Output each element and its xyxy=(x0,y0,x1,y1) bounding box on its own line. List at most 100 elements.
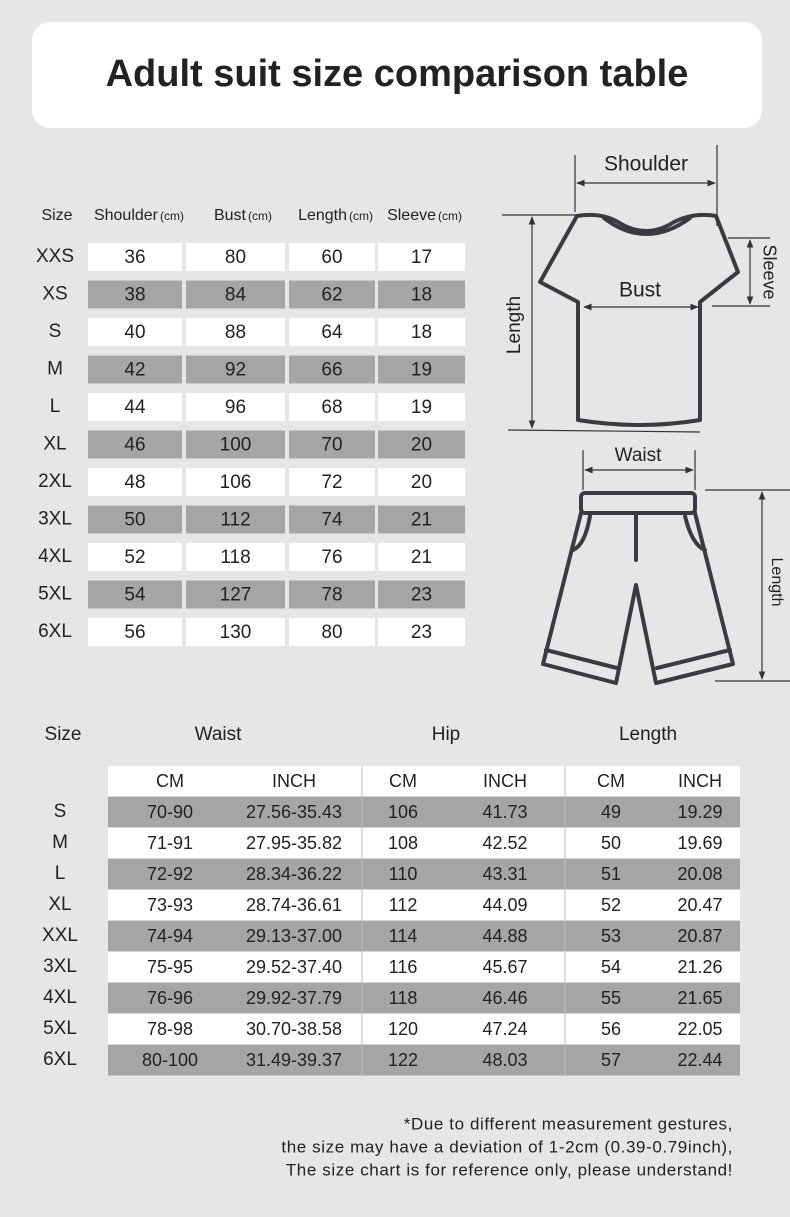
cell: 50 xyxy=(124,510,145,531)
cell-bg xyxy=(88,355,182,384)
cell: 30.70-38.58 xyxy=(246,1019,342,1039)
cell-bg xyxy=(289,280,375,309)
footnote-line: the size may have a deviation of 1-2cm (… xyxy=(281,1137,733,1156)
group-header: Length xyxy=(619,724,677,745)
cell: 52 xyxy=(601,895,621,915)
cell: 29.92-37.79 xyxy=(246,988,342,1008)
row-bg xyxy=(108,1013,740,1045)
cell-bg xyxy=(378,280,465,309)
cell: 22.44 xyxy=(677,1050,722,1070)
cell-bg xyxy=(289,355,375,384)
cell: 43.31 xyxy=(482,864,527,884)
cell: 31.49-39.37 xyxy=(246,1050,342,1070)
cell-bg xyxy=(378,468,465,496)
cell: 72-92 xyxy=(147,864,193,884)
cell: 100 xyxy=(220,435,252,456)
cell-bg xyxy=(186,393,285,421)
size-label: M xyxy=(52,832,68,853)
cell: 78 xyxy=(321,585,342,606)
cell: 80 xyxy=(321,622,342,643)
cell-bg xyxy=(289,580,375,609)
cell: 56 xyxy=(124,622,145,643)
cell-bg xyxy=(88,243,182,271)
cell-bg xyxy=(186,355,285,384)
cell-bg xyxy=(186,580,285,609)
size-label: M xyxy=(47,359,63,380)
cell: 74-94 xyxy=(147,926,193,946)
row-bg xyxy=(108,858,740,890)
cell-bg xyxy=(88,618,182,646)
group-header: Hip xyxy=(432,724,461,745)
cell-bg xyxy=(88,393,182,421)
cell: 19 xyxy=(411,397,432,418)
cell: 130 xyxy=(220,622,252,643)
cell: 21 xyxy=(411,547,432,568)
cell: 40 xyxy=(124,322,145,343)
cell: 28.74-36.61 xyxy=(246,895,342,915)
cell: 70 xyxy=(321,435,342,456)
cell: 23 xyxy=(411,622,432,643)
cell-bg xyxy=(289,318,375,346)
cell: 53 xyxy=(601,926,621,946)
cell: 71-91 xyxy=(147,833,193,853)
cell: 46.46 xyxy=(482,988,527,1008)
cell: 118 xyxy=(220,547,250,568)
cell: 76 xyxy=(321,547,342,568)
size-label: 4XL xyxy=(38,546,72,567)
shirt-diagram xyxy=(502,145,770,433)
cell: 45.67 xyxy=(482,957,527,977)
cell: 23 xyxy=(411,585,432,606)
size-label: S xyxy=(49,321,62,342)
cell: 21 xyxy=(411,510,432,531)
header-unit: (cm) xyxy=(248,209,272,223)
cell: 51 xyxy=(601,864,621,884)
header-size: Size xyxy=(41,207,72,224)
subheader-bg xyxy=(108,766,740,797)
footnote-line: The size chart is for reference only, pl… xyxy=(286,1160,733,1179)
cell-bg xyxy=(378,243,465,271)
cell: 21.65 xyxy=(677,988,722,1008)
cell-bg xyxy=(88,543,182,571)
cell: 112 xyxy=(389,895,418,915)
cell: 84 xyxy=(225,285,247,306)
size-label: XL xyxy=(48,894,71,915)
size-label: 4XL xyxy=(43,987,77,1008)
size-label: L xyxy=(55,863,66,884)
size-label: 6XL xyxy=(38,621,72,642)
cell-bg xyxy=(186,318,285,346)
cell: 70-90 xyxy=(147,802,193,822)
cell: 36 xyxy=(124,247,145,268)
cell-bg xyxy=(378,505,465,534)
subheader: INCH xyxy=(483,771,527,791)
cell-bg xyxy=(186,543,285,571)
sleeve-label: Sleeve xyxy=(759,244,779,299)
cell: 72 xyxy=(321,472,342,493)
cell: 96 xyxy=(225,397,246,418)
cell: 110 xyxy=(389,864,418,884)
cell-bg xyxy=(88,430,182,459)
cell: 44.88 xyxy=(482,926,527,946)
cell: 20.08 xyxy=(677,864,722,884)
footnote-line: *Due to different measurement gestures, xyxy=(404,1114,733,1133)
cell: 48 xyxy=(124,472,145,493)
cell: 57 xyxy=(601,1050,621,1070)
cell: 75-95 xyxy=(147,957,193,977)
cell: 55 xyxy=(601,988,621,1008)
cell-bg xyxy=(186,280,285,309)
cell: 19.29 xyxy=(677,802,722,822)
cell-bg xyxy=(289,543,375,571)
cell-bg xyxy=(378,543,465,571)
cell-bg xyxy=(289,393,375,421)
cell-bg xyxy=(378,393,465,421)
cell: 116 xyxy=(389,957,418,977)
cell-bg xyxy=(289,468,375,496)
cell-bg xyxy=(88,580,182,609)
cell: 108 xyxy=(388,833,418,853)
cell-bg xyxy=(289,618,375,646)
waist-label: Waist xyxy=(615,445,663,466)
cell: 17 xyxy=(411,247,432,268)
header-name: Bust xyxy=(214,207,247,224)
row-bg xyxy=(108,889,740,921)
subheader: CM xyxy=(597,771,625,791)
